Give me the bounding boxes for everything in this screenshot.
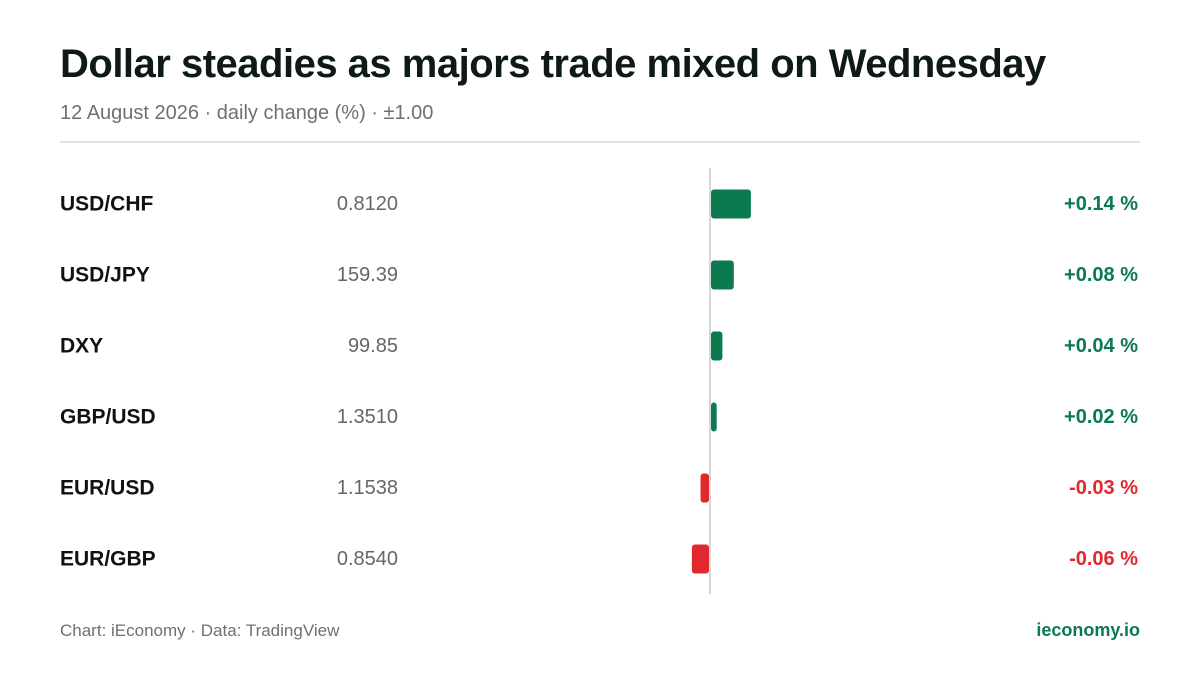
pair-label: DXY bbox=[60, 335, 103, 358]
price-label: 0.8540 bbox=[337, 548, 398, 570]
change-bar bbox=[711, 189, 751, 219]
price-label: 1.1538 bbox=[337, 477, 398, 499]
pair-label: EUR/GBP bbox=[60, 548, 156, 571]
chart-title: Dollar steadies as majors trade mixed on… bbox=[60, 42, 1046, 86]
price-label: 159.39 bbox=[337, 264, 398, 286]
change-bar bbox=[711, 260, 734, 290]
price-label: 0.8120 bbox=[337, 193, 398, 215]
header-divider bbox=[60, 141, 1140, 143]
change-label: -0.06 % bbox=[1069, 548, 1138, 570]
pair-label: GBP/USD bbox=[60, 406, 156, 429]
chart-source: Chart: iEconomy · Data: TradingView bbox=[60, 621, 340, 640]
brand-link[interactable]: ieconomy.io bbox=[1036, 620, 1140, 640]
chart-subtitle: 12 August 2026 · daily change (%) · ±1.0… bbox=[60, 102, 434, 124]
change-label: +0.08 % bbox=[1064, 264, 1138, 286]
price-label: 99.85 bbox=[348, 335, 398, 357]
price-label: 1.3510 bbox=[337, 406, 398, 428]
chart-rows: USD/CHF 0.8120 +0.14 % USD/JPY 159.39 +0.08 %… bbox=[60, 189, 1138, 574]
pair-label: USD/CHF bbox=[60, 193, 154, 216]
change-label: +0.14 % bbox=[1064, 193, 1138, 215]
change-label: +0.02 % bbox=[1064, 406, 1138, 428]
change-label: -0.03 % bbox=[1069, 477, 1138, 499]
change-bar bbox=[700, 473, 709, 503]
change-label: +0.04 % bbox=[1064, 335, 1138, 357]
pair-label: USD/JPY bbox=[60, 264, 150, 287]
pair-label: EUR/USD bbox=[60, 477, 155, 500]
change-bar bbox=[711, 402, 717, 432]
change-bar bbox=[711, 331, 723, 361]
change-bar bbox=[691, 544, 709, 574]
